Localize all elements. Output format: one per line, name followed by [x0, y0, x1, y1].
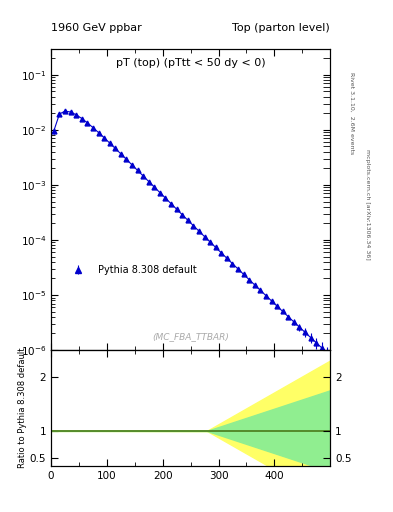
Text: (MC_FBA_TTBAR): (MC_FBA_TTBAR)	[152, 332, 229, 341]
Legend: Pythia 8.308 default: Pythia 8.308 default	[62, 261, 200, 279]
Y-axis label: Ratio to Pythia 8.308 default: Ratio to Pythia 8.308 default	[18, 348, 27, 468]
Text: pT (top) (pTtt < 50 dy < 0): pT (top) (pTtt < 50 dy < 0)	[116, 58, 265, 68]
Text: mcplots.cern.ch [arXiv:1306.34 36]: mcplots.cern.ch [arXiv:1306.34 36]	[365, 150, 370, 260]
Text: 1960 GeV ppbar: 1960 GeV ppbar	[51, 23, 142, 33]
Text: Top (parton level): Top (parton level)	[232, 23, 330, 33]
Text: Rivet 3.1.10,  2.6M events: Rivet 3.1.10, 2.6M events	[349, 72, 354, 154]
